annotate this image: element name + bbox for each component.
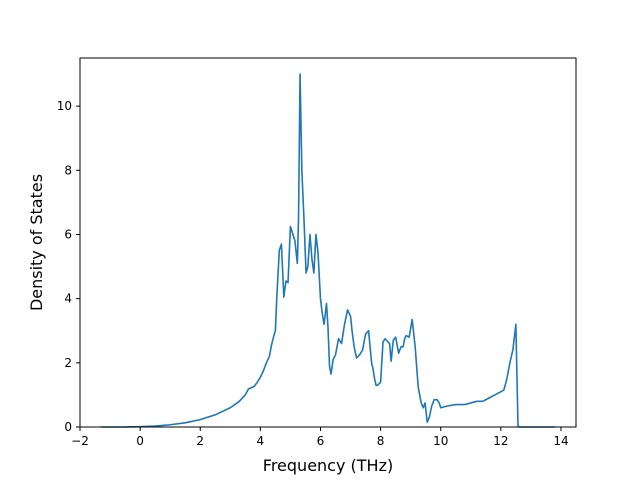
x-tick-label: 14 <box>553 434 568 448</box>
x-axis-title: Frequency (THz) <box>263 456 393 475</box>
y-axis-ticks: 0 2 4 6 8 10 <box>57 99 80 434</box>
plot-line-layer <box>101 73 555 428</box>
x-axis-ticks: −2 0 2 4 6 8 10 12 14 <box>71 427 569 448</box>
y-tick-label: 4 <box>64 292 72 306</box>
plot-frame <box>79 57 577 428</box>
x-tick-label: 4 <box>257 434 265 448</box>
x-tick-label: 8 <box>377 434 385 448</box>
y-tick-label: 10 <box>57 99 72 113</box>
x-tick-label: 0 <box>136 434 144 448</box>
x-tick-label: 6 <box>317 434 325 448</box>
y-tick-label: 6 <box>64 227 72 241</box>
dos-series-line-0 <box>101 73 555 428</box>
y-tick-label: 2 <box>64 356 72 370</box>
y-axis-title: Density of States <box>27 174 46 311</box>
y-tick-label: 8 <box>64 163 72 177</box>
x-tick-label: 2 <box>196 434 204 448</box>
x-tick-label: 10 <box>433 434 448 448</box>
x-tick-label: −2 <box>71 434 89 448</box>
x-tick-label: 12 <box>493 434 508 448</box>
y-tick-label: 0 <box>64 420 72 434</box>
